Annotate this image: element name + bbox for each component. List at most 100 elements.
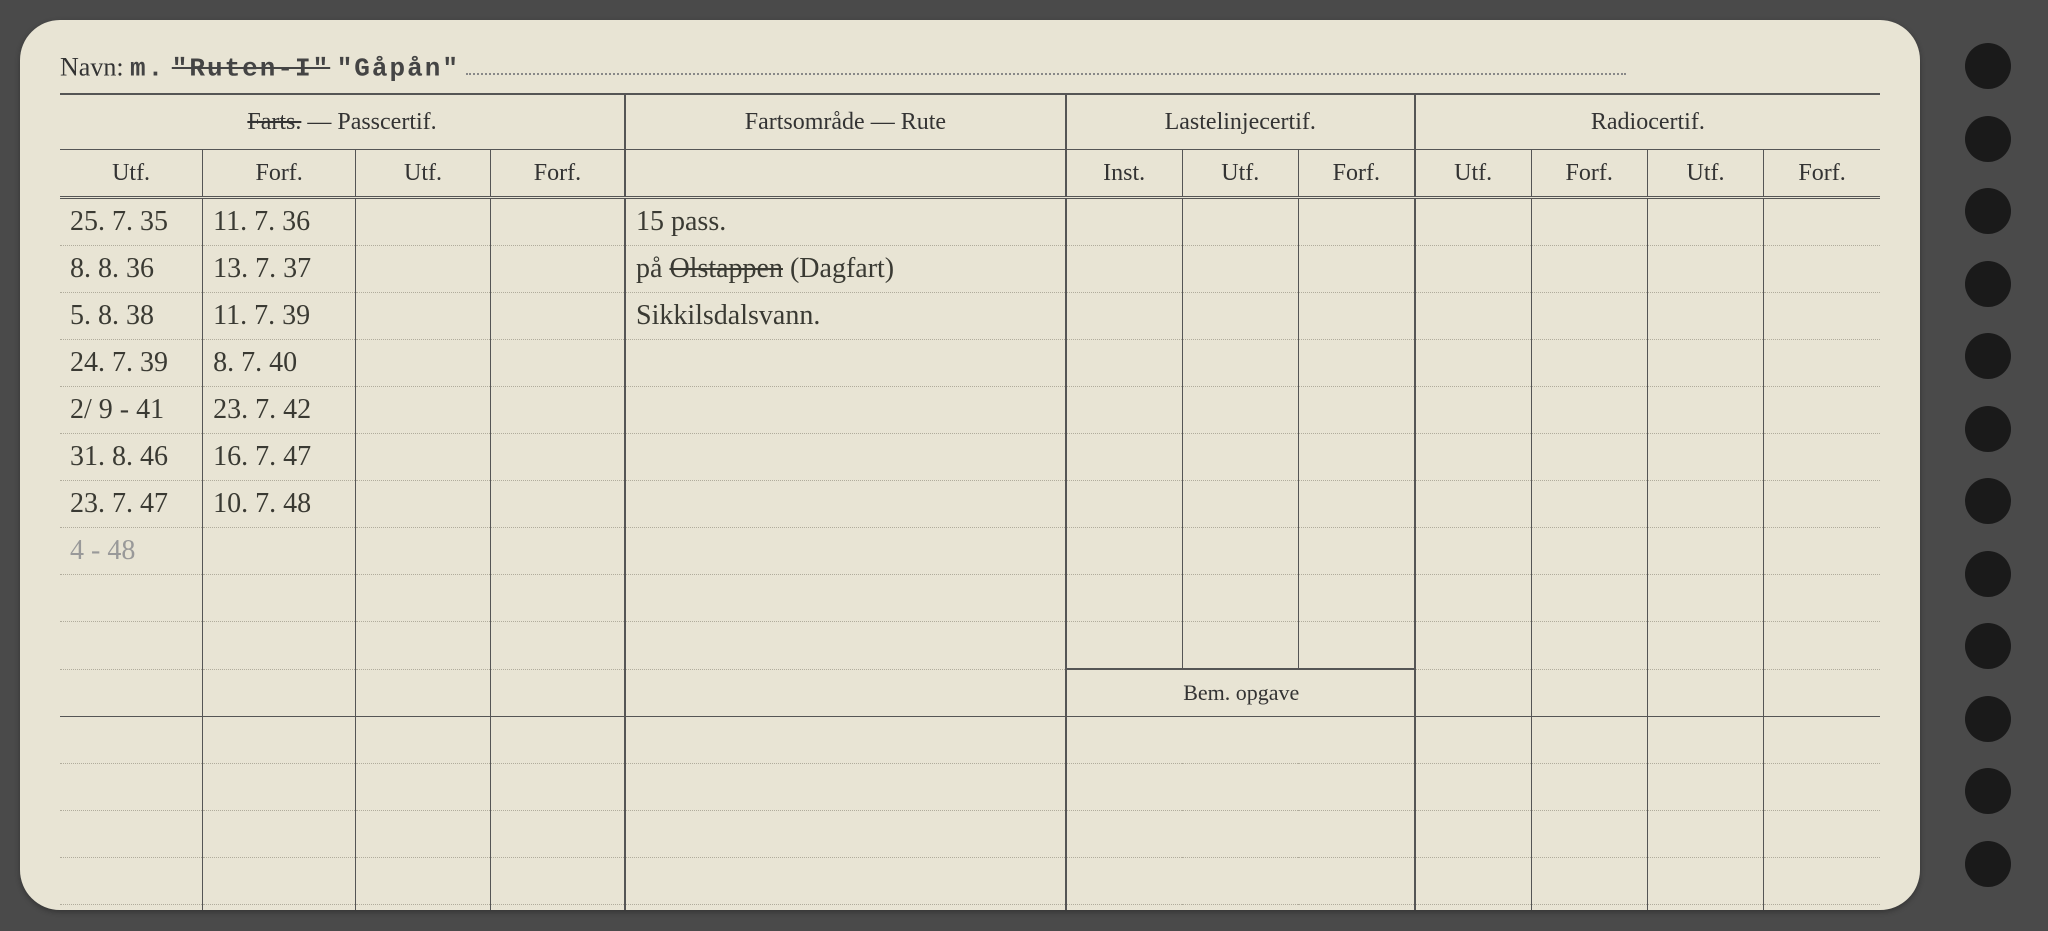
h-utf4: Utf. — [1415, 150, 1531, 198]
h-forf5: Forf. — [1764, 150, 1880, 198]
cell — [1647, 669, 1763, 717]
cell-forf2 — [490, 340, 625, 387]
cell-inst — [1066, 293, 1182, 340]
table-row — [60, 858, 1880, 905]
cell-rute — [625, 387, 1066, 434]
cell-forf4 — [1531, 198, 1647, 246]
punch-hole — [1965, 696, 2011, 742]
cell-forf4 — [1531, 858, 1647, 905]
cell-inst — [1066, 198, 1182, 246]
cell-rute — [625, 434, 1066, 481]
cell-utf2 — [356, 717, 491, 764]
bem-opgave-label: Bem. opgave — [1066, 669, 1415, 717]
cell-utf2 — [356, 905, 491, 910]
cell-forf2 — [490, 434, 625, 481]
cell-forf4 — [1531, 481, 1647, 528]
cell-rute: på Olstappen (Dagfart) — [625, 246, 1066, 293]
cell-forf2 — [490, 622, 625, 670]
cell — [625, 669, 1066, 717]
cell-utf4 — [1415, 246, 1531, 293]
cell-utf4 — [1415, 340, 1531, 387]
index-card: Navn: m. "Ruten-I" "Gåpån" Farts. — Pass… — [20, 20, 1920, 910]
cell-inst — [1066, 528, 1182, 575]
cell-forf2 — [490, 387, 625, 434]
table-row — [60, 622, 1880, 670]
table-row: 25. 7. 3511. 7. 36 15 pass. — [60, 198, 1880, 246]
cell-forf3 — [1298, 575, 1414, 622]
cell-utf2 — [356, 764, 491, 811]
cell — [356, 669, 491, 717]
cell-rute — [625, 575, 1066, 622]
cell-utf5 — [1647, 575, 1763, 622]
cell-forf5 — [1764, 811, 1880, 858]
cell-forf4 — [1531, 905, 1647, 910]
cell-forf4 — [1531, 434, 1647, 481]
cell-utf4 — [1415, 811, 1531, 858]
cell-utf4 — [1415, 293, 1531, 340]
cell-utf1: 4 - 48 — [60, 528, 203, 575]
table-row: 5. 8. 3811. 7. 39 Sikkilsdalsvann. — [60, 293, 1880, 340]
header-fartsomrade: Fartsområde — Rute — [625, 95, 1066, 150]
cell-utf3 — [1182, 575, 1298, 622]
cell-rute — [625, 528, 1066, 575]
name-row: Navn: m. "Ruten-I" "Gåpån" — [60, 50, 1880, 95]
cell-forf1: 10. 7. 48 — [203, 481, 356, 528]
cell-forf5 — [1764, 481, 1880, 528]
cell-utf1: 23. 7. 47 — [60, 481, 203, 528]
cell-inst — [1066, 481, 1182, 528]
cell-forf5 — [1764, 434, 1880, 481]
cell-rute — [625, 811, 1066, 858]
cell-inst — [1066, 246, 1182, 293]
cell-utf2 — [356, 858, 491, 905]
table-row: 2/ 9 - 4123. 7. 42 — [60, 387, 1880, 434]
header-passcertif: Farts. — Passcertif. — [60, 95, 625, 150]
punch-hole — [1965, 188, 2011, 234]
cell-forf5 — [1764, 340, 1880, 387]
h-forf3: Forf. — [1298, 150, 1414, 198]
cell-forf1 — [203, 622, 356, 670]
cell-forf1: 11. 7. 36 — [203, 198, 356, 246]
punch-hole — [1965, 768, 2011, 814]
cell-forf2 — [490, 293, 625, 340]
cell-utf4 — [1415, 764, 1531, 811]
table-body: 25. 7. 3511. 7. 36 15 pass. 8. 8. 3613. … — [60, 198, 1880, 910]
cell-inst — [1066, 575, 1182, 622]
table-row: 23. 7. 4710. 7. 48 — [60, 481, 1880, 528]
cell-forf2 — [490, 246, 625, 293]
cell-forf4 — [1531, 717, 1647, 764]
cell-forf2 — [490, 528, 625, 575]
cell-forf1 — [203, 528, 356, 575]
cell — [1764, 669, 1880, 717]
cell-forf5 — [1764, 717, 1880, 764]
cell-forf1 — [203, 575, 356, 622]
cell-utf2 — [356, 434, 491, 481]
cell-forf2 — [490, 858, 625, 905]
cell-utf2 — [356, 340, 491, 387]
cell-forf4 — [1531, 387, 1647, 434]
cell-forf5 — [1764, 905, 1880, 910]
cell-utf5 — [1647, 858, 1763, 905]
cell-forf2 — [490, 905, 625, 910]
cell-inst — [1066, 622, 1182, 670]
cell-utf5 — [1647, 764, 1763, 811]
cell-utf2 — [356, 387, 491, 434]
table-row: 31. 8. 4616. 7. 47 — [60, 434, 1880, 481]
cell-rute — [625, 717, 1066, 764]
h-utf2: Utf. — [356, 150, 491, 198]
cell-forf3 — [1298, 293, 1414, 340]
cell-forf5 — [1764, 528, 1880, 575]
cell-rute: Sikkilsdalsvann. — [625, 293, 1066, 340]
cell-utf3 — [1182, 528, 1298, 575]
cell-utf4 — [1415, 858, 1531, 905]
h-utf1: Utf. — [60, 150, 203, 198]
punch-hole — [1965, 43, 2011, 89]
cell-utf1: 25. 7. 35 — [60, 198, 203, 246]
cell-utf1 — [60, 905, 203, 910]
navn-label: Navn: — [60, 52, 124, 81]
bem-opgave-row: Bem. opgave — [60, 669, 1880, 717]
cell-forf4 — [1531, 293, 1647, 340]
cell-utf1 — [60, 858, 203, 905]
cell-utf5 — [1647, 811, 1763, 858]
cell-utf4 — [1415, 622, 1531, 670]
punch-hole — [1965, 261, 2011, 307]
